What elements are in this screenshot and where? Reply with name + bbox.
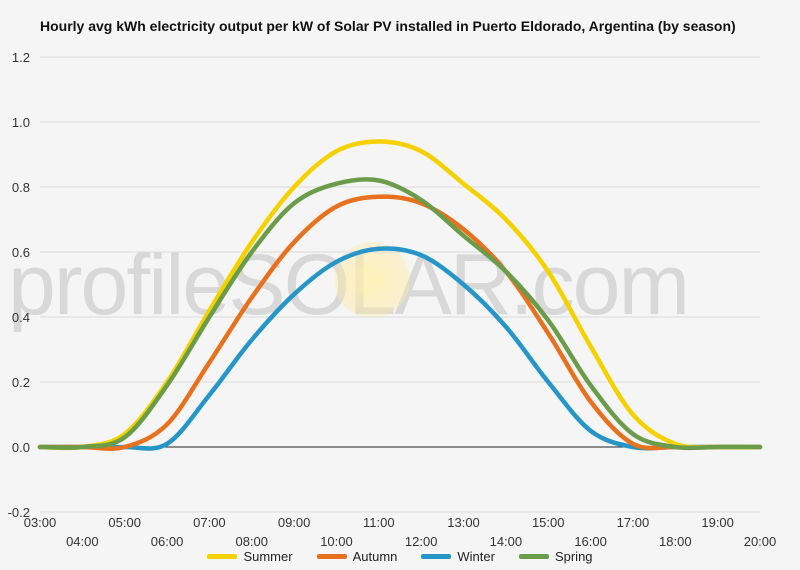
watermark-sun-icon (334, 242, 410, 318)
legend-label: Autumn (352, 549, 398, 564)
x-tick-label: 05:00 (108, 515, 141, 530)
legend-item-spring: Spring (518, 549, 593, 564)
legend-label: Summer (243, 549, 293, 564)
x-tick-label: 03:00 (24, 515, 57, 530)
x-tick-label: 16:00 (574, 534, 607, 549)
legend-label: Spring (554, 549, 593, 564)
y-tick-label: 0.4 (12, 310, 30, 325)
x-tick-label: 12:00 (405, 534, 438, 549)
x-tick-label: 04:00 (66, 534, 99, 549)
y-tick-label: 0.8 (12, 180, 30, 195)
legend-label: Winter (457, 549, 495, 564)
x-tick-label: 20:00 (744, 534, 777, 549)
legend-swatch (316, 554, 347, 559)
x-tick-label: 19:00 (701, 515, 734, 530)
x-tick-label: 14:00 (490, 534, 523, 549)
x-tick-label: 07:00 (193, 515, 226, 530)
y-tick-label: 1.2 (12, 50, 30, 65)
series-line-autumn (37, 194, 763, 451)
x-tick-label: 10:00 (320, 534, 353, 549)
y-tick-label: 1.0 (12, 115, 30, 130)
legend-swatch (421, 554, 452, 559)
series-line-winter (37, 246, 763, 451)
series-line-spring (37, 177, 763, 451)
legend-item-winter: Winter (421, 549, 495, 564)
y-tick-label: -0.2 (8, 505, 30, 520)
x-tick-label: 06:00 (151, 534, 184, 549)
x-tick-label: 08:00 (235, 534, 268, 549)
legend-item-summer: Summer (207, 549, 293, 564)
x-tick-label: 18:00 (659, 534, 692, 549)
chart-title: Hourly avg kWh electricity output per kW… (40, 18, 736, 34)
x-tick-label: 11:00 (363, 515, 395, 530)
legend-swatch (518, 554, 549, 559)
legend-swatch (207, 554, 238, 559)
legend-item-autumn: Autumn (316, 549, 398, 564)
x-tick-label: 17:00 (617, 515, 650, 530)
x-tick-label: 13:00 (447, 515, 480, 530)
x-tick-label: 15:00 (532, 515, 565, 530)
y-tick-label: 0.2 (12, 375, 30, 390)
y-tick-label: 0.0 (12, 440, 30, 455)
legend: Summer Autumn Winter Spring (0, 549, 800, 564)
y-tick-label: 0.6 (12, 245, 30, 260)
x-tick-label: 09:00 (278, 515, 311, 530)
